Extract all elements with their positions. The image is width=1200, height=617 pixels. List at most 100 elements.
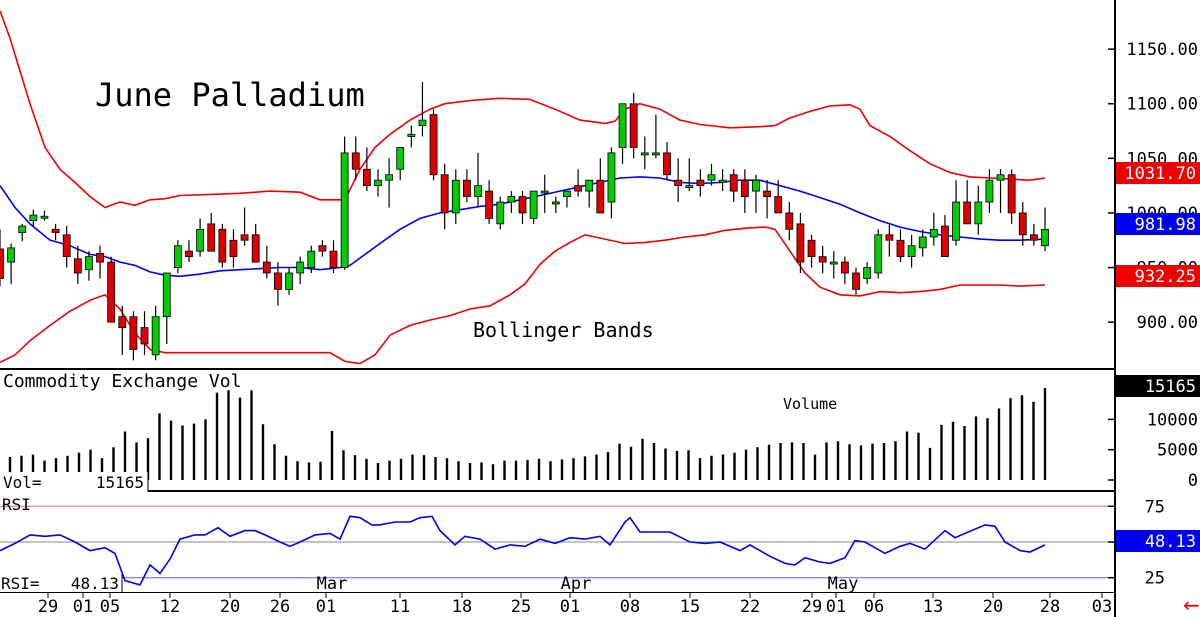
candle-body	[285, 272, 293, 290]
volume-bar	[871, 443, 874, 480]
candle-body	[674, 179, 683, 187]
volume-tag-bg	[1116, 375, 1200, 397]
volume-bar	[250, 390, 253, 480]
scroll-left-arrow-icon[interactable]: ←	[1183, 593, 1200, 617]
candle-body	[396, 147, 405, 170]
volume-bar	[629, 446, 633, 480]
price-tick-label: 900.00	[1137, 313, 1198, 333]
candle-body	[229, 239, 238, 258]
candle-body	[529, 190, 538, 219]
volume-bar	[296, 461, 299, 480]
candle-body	[351, 152, 360, 170]
price-panel	[0, 10, 1049, 365]
month-label: Mar	[317, 574, 348, 594]
candle-body	[329, 250, 338, 268]
volume-bar	[422, 455, 426, 480]
candle-body	[85, 256, 93, 271]
candle-body	[207, 223, 216, 252]
candle-body	[296, 261, 305, 274]
volume-bar	[859, 445, 863, 480]
volume-bar	[491, 464, 495, 480]
date-tick-label: 18	[452, 597, 472, 617]
volume-bar	[652, 443, 656, 480]
candle-body	[18, 225, 27, 233]
volume-bar	[986, 418, 989, 480]
volume-bar	[457, 461, 460, 480]
candle-body	[941, 225, 949, 258]
volume-bar	[342, 450, 345, 480]
volume-bar	[802, 443, 805, 480]
rsi-panel	[0, 505, 1115, 586]
lower-band-tag: 932.25	[1135, 267, 1196, 287]
price-tick-label: 1150.00	[1126, 40, 1198, 60]
candle-body	[596, 179, 605, 214]
rsi-tick-label: 25	[1145, 569, 1165, 589]
volume-bar	[284, 455, 288, 480]
date-tick-label: 25	[511, 597, 531, 617]
candle-body	[218, 228, 227, 263]
rsi-readout-label: RSI=	[1, 574, 40, 593]
volume-bar	[790, 442, 794, 480]
volume-bar	[951, 421, 955, 480]
candle-body	[885, 234, 894, 241]
volume-bar	[112, 447, 115, 480]
volume-panel	[8, 388, 1047, 480]
panel-divider-dates	[0, 592, 1115, 593]
lower-band-tag-bg	[1116, 265, 1200, 287]
candle-body	[0, 248, 4, 279]
candle-body	[963, 201, 972, 225]
rsi-line	[0, 515, 1046, 586]
volume-bar	[963, 426, 966, 480]
candle-body	[852, 272, 860, 290]
volume-bar	[664, 448, 667, 480]
volume-bar	[20, 455, 23, 480]
candle-body	[918, 236, 927, 249]
date-tick-label: 15	[680, 597, 700, 617]
candle-body	[707, 174, 716, 181]
date-tick-label: 06	[864, 597, 884, 617]
volume-bar	[273, 444, 276, 480]
candle-body	[663, 152, 671, 176]
candle-body	[474, 185, 482, 197]
candle-body	[818, 256, 827, 263]
volume-bar	[813, 454, 817, 480]
candle-body	[763, 190, 771, 197]
volume-bar	[1043, 388, 1047, 480]
volume-bar	[468, 463, 472, 480]
volume-bar	[549, 461, 552, 480]
candle-body	[96, 252, 104, 263]
candle-body	[73, 258, 82, 274]
volume-bar	[215, 392, 219, 480]
rsi-panel-label: RSI	[2, 495, 31, 514]
candle-body	[585, 179, 594, 192]
volume-bar	[687, 450, 690, 480]
upper-band-tag-bg	[1116, 162, 1200, 184]
volume-tick-label: 0	[1188, 471, 1198, 491]
candle-body	[563, 190, 571, 197]
volume-bar	[905, 431, 909, 480]
candle-body	[652, 152, 660, 156]
candle-body	[618, 103, 627, 148]
candle-body	[196, 228, 205, 252]
volume-bar	[261, 424, 265, 480]
rsi-last-tag: 48.13	[1145, 532, 1196, 552]
volume-bar	[848, 444, 851, 480]
candle-body	[540, 190, 549, 194]
date-tick-label: 20	[220, 597, 240, 617]
candle-body	[640, 152, 649, 156]
rsi-tick-label: 75	[1145, 497, 1165, 517]
candle-body	[518, 196, 527, 214]
middle-band-tag: 981.98	[1135, 215, 1196, 235]
volume-bar	[480, 462, 483, 480]
volume-bar	[595, 454, 598, 480]
volume-bar	[169, 420, 173, 480]
volume-bar	[445, 458, 449, 480]
date-tick-label: 05	[100, 597, 120, 617]
candle-body	[574, 185, 582, 192]
bollinger-label: Bollinger Bands	[473, 318, 654, 342]
volume-bar	[365, 458, 368, 480]
volume-bar	[1020, 395, 1024, 480]
date-tick-label: 29	[38, 597, 58, 617]
candle-body	[451, 179, 460, 214]
candle-body	[262, 261, 271, 274]
